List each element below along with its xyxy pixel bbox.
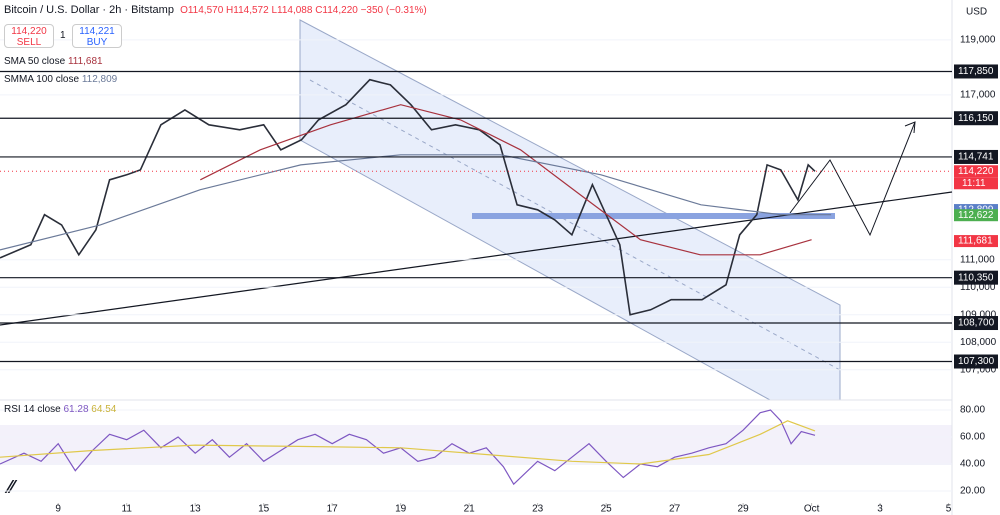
x-tick-label: 9 bbox=[55, 504, 61, 515]
quantity: 1 bbox=[60, 30, 66, 41]
x-tick-label: 3 bbox=[877, 504, 883, 515]
price-tag-label: 111,681 bbox=[958, 236, 993, 247]
buy-label: BUY bbox=[86, 37, 108, 48]
y-tick-label: 111,000 bbox=[960, 254, 995, 265]
x-tick-label: 19 bbox=[395, 504, 407, 515]
x-tick-label: Oct bbox=[804, 504, 820, 515]
level-label: 108,700 bbox=[958, 318, 995, 329]
header: Bitcoin / U.S. Dollar · 2h · Bitstamp O1… bbox=[4, 4, 427, 16]
x-tick-label: 13 bbox=[190, 504, 202, 515]
legend-value: 61.28 bbox=[63, 404, 89, 415]
y-tick-label: 80.00 bbox=[960, 405, 985, 416]
trendline bbox=[0, 191, 953, 326]
level-tag bbox=[954, 354, 998, 369]
x-tick-label: 23 bbox=[532, 504, 544, 515]
level-tag bbox=[954, 111, 998, 126]
channel-mid bbox=[309, 79, 841, 371]
projection-arrow bbox=[789, 121, 916, 237]
x-tick-label: 5 bbox=[946, 504, 952, 515]
channel bbox=[299, 19, 841, 401]
price-tag-label: 112,809 bbox=[958, 205, 994, 216]
x-tick-label: 11 bbox=[122, 504, 133, 515]
level-label: 117,850 bbox=[958, 66, 994, 77]
series-line bbox=[0, 154, 832, 251]
series-line bbox=[0, 409, 816, 486]
y-tick-label: 119,000 bbox=[960, 35, 996, 46]
price-tag-label: 112,622 bbox=[958, 210, 994, 221]
legend-value: 112,809 bbox=[81, 74, 118, 85]
sell-button[interactable]: 114,220 SELL bbox=[4, 24, 54, 48]
y-tick-label: 60.00 bbox=[960, 432, 985, 443]
y-tick-label: 110,000 bbox=[960, 282, 996, 293]
y-tick-label: 108,000 bbox=[960, 337, 997, 348]
series-line bbox=[0, 420, 816, 465]
sma-legend: SMA 50 close 111,681 bbox=[4, 56, 103, 67]
y-tick-label: 107,000 bbox=[960, 364, 997, 375]
x-tick-label: 27 bbox=[669, 504, 681, 515]
level-tag bbox=[954, 316, 998, 331]
level-label: 114,741 bbox=[958, 152, 994, 163]
x-tick-label: 17 bbox=[327, 504, 339, 515]
rsi-band bbox=[0, 425, 952, 465]
series-line bbox=[0, 78, 816, 316]
x-tick-label: 25 bbox=[601, 504, 613, 515]
rsi-legend: RSI 14 close 61.28 64.54 bbox=[4, 404, 116, 415]
y-tick-label: 109,000 bbox=[960, 309, 997, 320]
ohlc: O114,570 H114,572 L114,088 C114,220 −350… bbox=[180, 5, 427, 16]
symbol-title: Bitcoin / U.S. Dollar · 2h · Bitstamp bbox=[4, 4, 174, 16]
price-tag bbox=[954, 209, 998, 222]
level-tag bbox=[954, 149, 998, 164]
y-tick-label: 20.00 bbox=[960, 486, 985, 497]
currency: USD bbox=[966, 7, 987, 18]
level-label: 116,150 bbox=[958, 113, 994, 124]
smma-legend: SMMA 100 close 112,809 bbox=[4, 74, 117, 85]
sell-label: SELL bbox=[16, 37, 42, 48]
sell-price: 114,220 bbox=[11, 26, 47, 37]
buy-button[interactable]: 114,221 BUY bbox=[72, 24, 122, 48]
countdown: 11:11 bbox=[962, 178, 986, 189]
y-tick-label: 40.00 bbox=[960, 459, 985, 470]
x-tick-label: 21 bbox=[464, 504, 476, 515]
x-tick-label: 29 bbox=[738, 504, 750, 515]
legend-value: 111,681 bbox=[67, 56, 103, 67]
y-tick-label: 117,000 bbox=[960, 89, 996, 100]
price-tag-label: 114,220 bbox=[958, 166, 994, 177]
legend-name: SMMA 100 close bbox=[4, 74, 80, 85]
legend-name: RSI 14 close bbox=[4, 404, 61, 415]
level-tag bbox=[954, 64, 998, 79]
level-label: 110,350 bbox=[958, 272, 994, 283]
legend-name: SMA 50 close bbox=[4, 56, 66, 67]
buy-price: 114,221 bbox=[79, 26, 115, 37]
support-zone bbox=[472, 213, 835, 219]
level-tag bbox=[954, 270, 998, 285]
legend-value: 64.54 bbox=[91, 404, 117, 415]
price-tag bbox=[954, 165, 998, 178]
series-line bbox=[200, 104, 812, 256]
logo: ⁄⁄ bbox=[4, 477, 18, 497]
price-tag bbox=[954, 235, 998, 248]
x-tick-label: 15 bbox=[258, 504, 270, 515]
level-label: 107,300 bbox=[958, 356, 995, 367]
arrow-head bbox=[904, 121, 916, 134]
countdown-tag bbox=[954, 177, 998, 190]
price-tag bbox=[954, 204, 998, 217]
